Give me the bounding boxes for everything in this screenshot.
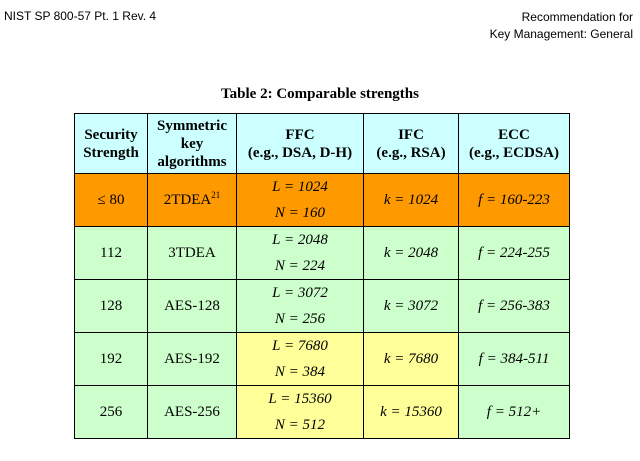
cell-ecc: f = 512+ (458, 385, 570, 439)
cell-symmetric: AES-128 (147, 279, 237, 333)
ffc-l: L = 15360 (268, 391, 332, 407)
header-text: Strength (83, 144, 139, 161)
ffc-n: N = 384 (274, 364, 326, 380)
cell-ifc: k = 2048 (363, 226, 459, 280)
header-ffc: FFC (e.g., DSA, D-H) (236, 113, 364, 174)
cell-ffc: L = 1024 N = 160 (236, 173, 364, 227)
header-text: key (180, 135, 204, 152)
document-header-left: NIST SP 800-57 Pt. 1 Rev. 4 (4, 9, 157, 23)
cell-strength: 192 (74, 332, 148, 386)
cell-ecc: f = 160-223 (458, 173, 570, 227)
ifc-k: k = 15360 (380, 404, 442, 420)
header-security-strength: Security Strength (74, 113, 148, 174)
cell-ifc: k = 1024 (363, 173, 459, 227)
cell-ecc: f = 224-255 (458, 226, 570, 280)
table-row: 128 AES-128 L = 3072 N = 256 k = 3072 f =… (74, 279, 570, 333)
table-row: 192 AES-192 L = 7680 N = 384 k = 7680 f =… (74, 332, 570, 386)
cell-ecc: f = 384-511 (458, 332, 570, 386)
header-text: algorithms (157, 153, 227, 170)
ffc-l: L = 1024 (272, 179, 328, 195)
cell-symmetric: 2TDEA21 (147, 173, 237, 227)
ffc-l: L = 7680 (272, 338, 328, 354)
table-caption: Table 2: Comparable strengths (221, 86, 419, 102)
ffc-n: N = 256 (274, 311, 326, 327)
header-ifc: IFC (e.g., RSA) (363, 113, 459, 174)
cell-strength: 256 (74, 385, 148, 439)
header-text: (e.g., RSA) (376, 144, 446, 161)
header-symmetric: Symmetric key algorithms (147, 113, 237, 174)
cell-ffc: L = 3072 N = 256 (236, 279, 364, 333)
cell-strength: 112 (74, 226, 148, 280)
cell-ifc: k = 3072 (363, 279, 459, 333)
cell-ifc: k = 15360 (363, 385, 459, 439)
header-text: Security (84, 126, 138, 143)
comparable-strengths-table: Security Strength Symmetric key algorith… (74, 113, 570, 439)
ecc-f: f = 384-511 (478, 351, 550, 367)
header-text: IFC (398, 126, 424, 143)
ecc-f: f = 224-255 (478, 245, 550, 261)
header-ecc: ECC (e.g., ECDSA) (458, 113, 570, 174)
cell-symmetric: AES-192 (147, 332, 237, 386)
ifc-k: k = 7680 (383, 351, 439, 367)
table-row: 256 AES-256 L = 15360 N = 512 k = 15360 f… (74, 385, 570, 439)
ffc-l: L = 3072 (272, 285, 328, 301)
ffc-n: N = 160 (274, 205, 326, 221)
header-text: ECC (498, 126, 530, 143)
ffc-l: L = 2048 (272, 232, 328, 248)
cell-ffc: L = 2048 N = 224 (236, 226, 364, 280)
footnote-marker: 21 (211, 190, 221, 200)
table-row: 112 3TDEA L = 2048 N = 224 k = 2048 f = 2… (74, 226, 570, 280)
header-right-line1: Recommendation for (521, 10, 633, 24)
header-text: Symmetric (157, 117, 227, 134)
ifc-k: k = 1024 (383, 192, 439, 208)
header-text: (e.g., ECDSA) (469, 144, 559, 161)
ffc-n: N = 512 (274, 417, 326, 433)
cell-strength: ≤ 80 (74, 173, 148, 227)
ecc-f: f = 160-223 (478, 192, 550, 208)
ecc-f: f = 512+ (486, 404, 542, 420)
cell-symmetric: 3TDEA (147, 226, 237, 280)
table-header-row: Security Strength Symmetric key algorith… (74, 113, 570, 174)
header-text: FFC (285, 126, 315, 143)
cell-strength: 128 (74, 279, 148, 333)
table-row: ≤ 80 2TDEA21 L = 1024 N = 160 k = 1024 f … (74, 173, 570, 227)
cell-ffc: L = 7680 N = 384 (236, 332, 364, 386)
cell-ifc: k = 7680 (363, 332, 459, 386)
cell-symmetric: AES-256 (147, 385, 237, 439)
header-right-line2: Key Management: General (489, 27, 633, 41)
cell-ffc: L = 15360 N = 512 (236, 385, 364, 439)
ecc-f: f = 256-383 (478, 298, 550, 314)
document-header-right: Recommendation for Key Management: Gener… (490, 9, 633, 43)
ffc-n: N = 224 (274, 258, 326, 274)
cell-ecc: f = 256-383 (458, 279, 570, 333)
cell-symmetric-text: 2TDEA (163, 192, 212, 208)
ifc-k: k = 3072 (383, 298, 439, 314)
ifc-k: k = 2048 (383, 245, 439, 261)
header-text: (e.g., DSA, D-H) (247, 144, 353, 161)
